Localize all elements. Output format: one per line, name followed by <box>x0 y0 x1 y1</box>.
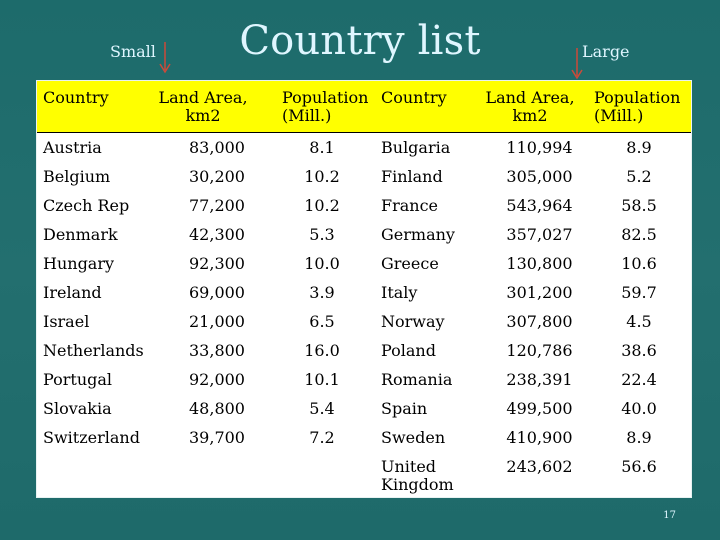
left-population: 5.4 <box>309 399 335 418</box>
header-country-left: Country <box>43 88 109 107</box>
right-population: 4.5 <box>626 312 652 331</box>
left-population: 16.0 <box>304 341 340 360</box>
left-population: 10.2 <box>304 167 340 186</box>
down-arrow-icon <box>159 42 171 74</box>
right-country: France <box>381 196 439 215</box>
right-country: Spain <box>381 399 428 418</box>
right-land-area: 410,900 <box>506 428 573 447</box>
right-land-area: 357,027 <box>506 225 573 244</box>
left-country: Hungary <box>43 254 115 273</box>
left-population: 10.0 <box>304 254 340 273</box>
left-country: Czech Rep <box>43 196 130 215</box>
header-country-right: Country <box>381 88 447 107</box>
right-population: 5.2 <box>626 167 652 186</box>
right-country: Poland <box>381 341 436 360</box>
left-population: 10.2 <box>304 196 340 215</box>
right-country: United Kingdom <box>381 457 454 494</box>
left-land-area: 33,800 <box>189 341 245 360</box>
left-country: Ireland <box>43 283 102 302</box>
page-number: 17 <box>663 510 676 521</box>
right-population: 38.6 <box>621 341 657 360</box>
right-land-area: 543,964 <box>506 196 573 215</box>
left-country: Israel <box>43 312 90 331</box>
right-land-area: 499,500 <box>506 399 573 418</box>
left-land-area: 69,000 <box>189 283 245 302</box>
right-population: 8.9 <box>626 428 652 447</box>
table-row: Slovakia 48,800 5.4 Spain 499,500 40.0 <box>37 400 691 429</box>
country-table: Country Land Area, km2 Population (Mill.… <box>36 80 692 498</box>
right-country: Germany <box>381 225 455 244</box>
right-land-area: 130,800 <box>506 254 573 273</box>
right-population: 40.0 <box>621 399 657 418</box>
left-land-area: 92,300 <box>189 254 245 273</box>
left-land-area: 92,000 <box>189 370 245 389</box>
slide-title: Country list <box>239 18 481 64</box>
right-land-area: 110,994 <box>506 138 573 157</box>
right-population: 8.9 <box>626 138 652 157</box>
right-land-area: 238,391 <box>506 370 573 389</box>
table-row: Austria 83,000 8.1 Bulgaria 110,994 8.9 <box>37 139 691 168</box>
left-country: Austria <box>43 138 102 157</box>
left-country: Portugal <box>43 370 113 389</box>
header-land-area-right: Land Area, km2 <box>485 88 575 125</box>
right-population: 22.4 <box>621 370 657 389</box>
large-label: Large <box>582 42 630 61</box>
left-population: 7.2 <box>309 428 335 447</box>
right-population: 10.6 <box>621 254 657 273</box>
right-land-area: 307,800 <box>506 312 573 331</box>
right-country: Romania <box>381 370 453 389</box>
right-land-area: 301,200 <box>506 283 573 302</box>
table-row: Netherlands 33,800 16.0 Poland 120,786 3… <box>37 342 691 371</box>
left-land-area: 42,300 <box>189 225 245 244</box>
left-land-area: 30,200 <box>189 167 245 186</box>
table-row: Czech Rep 77,200 10.2 France 543,964 58.… <box>37 197 691 226</box>
left-land-area: 21,000 <box>189 312 245 331</box>
left-country: Netherlands <box>43 341 144 360</box>
left-population: 3.9 <box>309 283 335 302</box>
right-country: Bulgaria <box>381 138 451 157</box>
header-population-right: Population (Mill.) <box>594 88 681 125</box>
table-row: Ireland 69,000 3.9 Italy 301,200 59.7 <box>37 284 691 313</box>
right-country: Italy <box>381 283 418 302</box>
right-population: 59.7 <box>621 283 657 302</box>
right-country: Sweden <box>381 428 446 447</box>
left-country: Belgium <box>43 167 111 186</box>
left-country: Switzerland <box>43 428 140 447</box>
table-row: Switzerland 39,700 7.2 Sweden 410,900 8.… <box>37 429 691 458</box>
header-population-left: Population (Mill.) <box>282 88 369 125</box>
header-divider <box>37 132 691 133</box>
left-country: Denmark <box>43 225 118 244</box>
right-country: Finland <box>381 167 443 186</box>
right-population: 56.6 <box>621 457 657 476</box>
left-population: 10.1 <box>304 370 340 389</box>
right-land-area: 243,602 <box>506 457 573 476</box>
left-population: 8.1 <box>309 138 335 157</box>
right-land-area: 120,786 <box>506 341 573 360</box>
table-row: Denmark 42,300 5.3 Germany 357,027 82.5 <box>37 226 691 255</box>
small-label: Small <box>110 42 156 61</box>
right-land-area: 305,000 <box>506 167 573 186</box>
table-row: Israel 21,000 6.5 Norway 307,800 4.5 <box>37 313 691 342</box>
right-population: 58.5 <box>621 196 657 215</box>
left-land-area: 48,800 <box>189 399 245 418</box>
left-population: 5.3 <box>309 225 335 244</box>
right-country: Norway <box>381 312 445 331</box>
table-header: Country Land Area, km2 Population (Mill.… <box>37 81 691 133</box>
table-row: Belgium 30,200 10.2 Finland 305,000 5.2 <box>37 168 691 197</box>
left-land-area: 39,700 <box>189 428 245 447</box>
down-arrow-icon <box>571 48 583 80</box>
left-land-area: 77,200 <box>189 196 245 215</box>
table-row: Hungary 92,300 10.0 Greece 130,800 10.6 <box>37 255 691 284</box>
left-country: Slovakia <box>43 399 112 418</box>
left-population: 6.5 <box>309 312 335 331</box>
right-population: 82.5 <box>621 225 657 244</box>
left-land-area: 83,000 <box>189 138 245 157</box>
right-country: Greece <box>381 254 439 273</box>
header-land-area-left: Land Area, km2 <box>158 88 248 125</box>
table-row: Portugal 92,000 10.1 Romania 238,391 22.… <box>37 371 691 400</box>
table-row: United Kingdom 243,602 56.6 <box>37 458 691 498</box>
